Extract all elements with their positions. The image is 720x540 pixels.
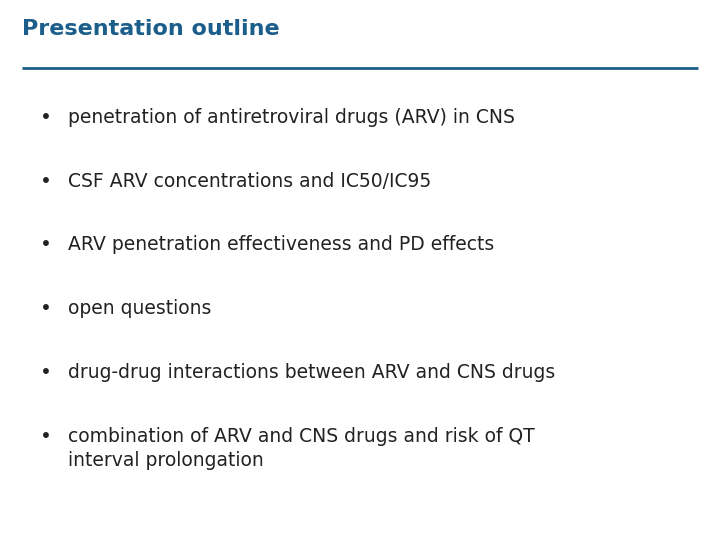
Text: combination of ARV and CNS drugs and risk of QT
interval prolongation: combination of ARV and CNS drugs and ris… xyxy=(68,427,535,470)
Text: open questions: open questions xyxy=(68,299,212,318)
Text: CSF ARV concentrations and IC50/IC95: CSF ARV concentrations and IC50/IC95 xyxy=(68,172,432,191)
Text: penetration of antiretroviral drugs (ARV) in CNS: penetration of antiretroviral drugs (ARV… xyxy=(68,108,516,127)
Text: Presentation outline: Presentation outline xyxy=(22,19,279,39)
Text: •: • xyxy=(40,172,51,191)
Text: •: • xyxy=(40,363,51,382)
Text: •: • xyxy=(40,108,51,127)
Text: •: • xyxy=(40,427,51,446)
Text: ARV penetration effectiveness and PD effects: ARV penetration effectiveness and PD eff… xyxy=(68,235,495,254)
Text: drug-drug interactions between ARV and CNS drugs: drug-drug interactions between ARV and C… xyxy=(68,363,556,382)
Text: •: • xyxy=(40,299,51,318)
Text: •: • xyxy=(40,235,51,254)
